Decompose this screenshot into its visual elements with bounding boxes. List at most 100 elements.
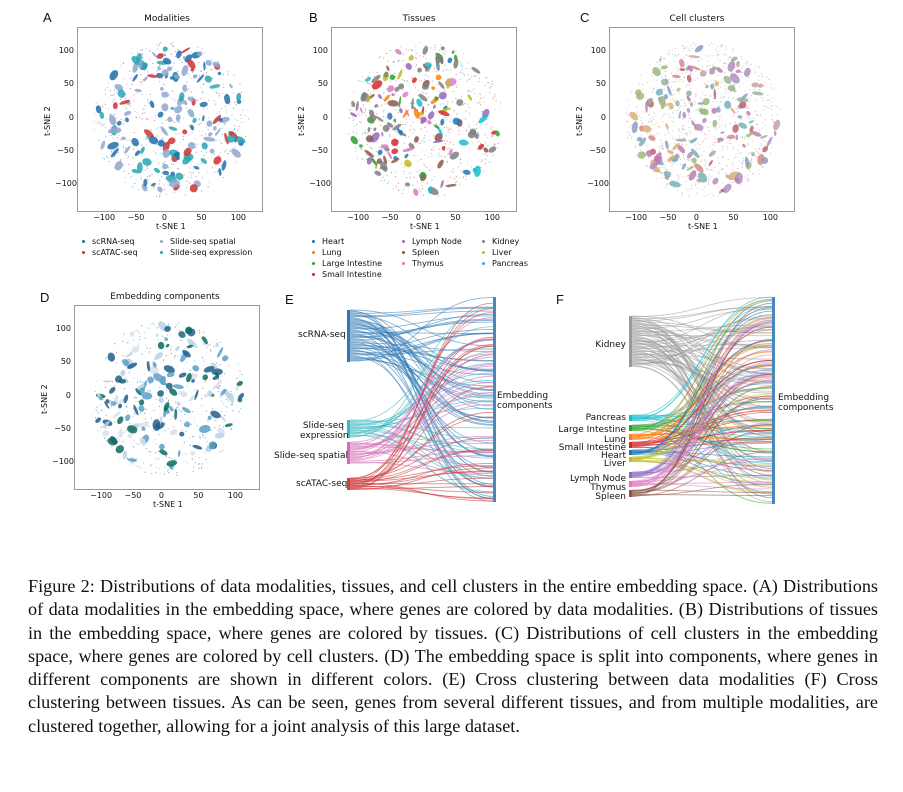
scatter-point xyxy=(720,44,722,46)
scatter-point xyxy=(395,171,397,173)
cluster-blob xyxy=(419,171,426,179)
scatter-point xyxy=(700,69,703,71)
scatter-point xyxy=(688,126,690,129)
sankey-flow xyxy=(631,371,773,478)
scatter-point xyxy=(147,400,149,402)
scatter-point xyxy=(354,125,356,127)
scatter-point xyxy=(761,127,763,129)
sankey-flow xyxy=(349,455,494,464)
cluster-blob xyxy=(118,378,127,384)
cluster-blob xyxy=(133,404,139,416)
scatter-point xyxy=(738,144,740,146)
scatter-point xyxy=(710,169,713,171)
scatter-point xyxy=(414,57,417,59)
scatter-point xyxy=(491,83,493,85)
scatter-point xyxy=(445,135,448,137)
cluster-blob xyxy=(653,169,661,173)
cluster-blob xyxy=(417,67,422,73)
scatter-point xyxy=(97,385,99,387)
sankey-flow xyxy=(349,419,494,440)
scatter-point xyxy=(104,89,106,91)
scatter-point xyxy=(670,98,672,100)
scatter-point xyxy=(486,154,488,156)
cluster-blob xyxy=(182,56,186,60)
scatter-point xyxy=(357,113,359,115)
scatter-point xyxy=(166,468,169,470)
scatter-point xyxy=(662,88,664,90)
scatter-point xyxy=(751,159,753,161)
scatter-point xyxy=(443,52,445,55)
scatter-point xyxy=(682,156,685,158)
scatter-point xyxy=(392,116,395,118)
scatter-point xyxy=(148,50,151,52)
cluster-blob xyxy=(648,135,656,141)
legend-label: Thymus xyxy=(412,259,444,268)
scatter-point xyxy=(705,126,707,128)
scatter-point xyxy=(428,169,431,172)
cluster-blob xyxy=(748,120,754,124)
scatter-point xyxy=(723,97,725,99)
scatter-point xyxy=(672,53,674,55)
scatter-point xyxy=(681,126,684,128)
cluster-blob xyxy=(711,107,717,114)
sankey-flow xyxy=(631,451,773,497)
x-tick-label: 100 xyxy=(227,491,244,500)
scatter-point xyxy=(758,152,760,154)
scatter-point xyxy=(364,131,366,133)
scatter-point xyxy=(652,134,654,136)
scatter-point xyxy=(160,362,163,365)
x-tick-label: −50 xyxy=(124,491,142,500)
legend-label: Kidney xyxy=(492,237,520,246)
scatter-point xyxy=(732,148,735,150)
scatter-point xyxy=(705,55,707,57)
scatter-point xyxy=(452,49,454,51)
scatter-point xyxy=(748,179,750,181)
scatter-point xyxy=(444,140,446,142)
cluster-blob xyxy=(157,139,165,147)
cluster-blob xyxy=(95,417,102,423)
scatter-point xyxy=(190,392,192,394)
scatter-point xyxy=(477,141,480,143)
scatter-point xyxy=(431,80,434,82)
scatter-point xyxy=(220,361,223,363)
scatter-point xyxy=(467,62,469,64)
scatter-point xyxy=(735,99,737,101)
cluster-blob xyxy=(732,84,736,93)
scatter-point xyxy=(678,80,680,82)
cluster-blob xyxy=(151,51,158,59)
scatter-point xyxy=(385,52,388,55)
scatter-point xyxy=(148,425,150,427)
scatter-point xyxy=(740,71,742,74)
scatter-point xyxy=(676,109,679,112)
scatter-point xyxy=(400,163,402,165)
scatter-point xyxy=(214,419,216,421)
scatter-point xyxy=(198,457,200,459)
cluster-blob xyxy=(210,362,218,369)
scatter-point xyxy=(169,333,172,335)
scatter-point xyxy=(766,76,768,79)
scatter-point xyxy=(682,137,684,140)
scatter-point xyxy=(201,135,203,137)
cluster-blob xyxy=(169,429,178,436)
cluster-blob xyxy=(187,96,195,102)
scatter-point xyxy=(451,148,454,150)
scatter-point xyxy=(446,161,448,163)
scatter-point xyxy=(141,429,143,431)
scatter-point xyxy=(359,80,361,82)
scatter-point xyxy=(468,107,470,109)
cluster-blob xyxy=(655,88,664,96)
scatter-point xyxy=(189,444,191,446)
scatter-point xyxy=(160,42,162,44)
scatter-point xyxy=(433,176,436,178)
scatter-point xyxy=(216,93,218,95)
scatter-point xyxy=(629,132,631,134)
sankey-flow xyxy=(631,302,773,497)
scatter-point xyxy=(771,118,773,121)
scatter-point xyxy=(238,125,240,127)
scatter-point xyxy=(183,174,185,176)
scatter-point xyxy=(211,417,213,419)
cluster-blob xyxy=(752,91,764,96)
cluster-blob xyxy=(182,99,188,106)
scatter-point xyxy=(740,119,742,121)
scatter-point xyxy=(218,154,220,156)
